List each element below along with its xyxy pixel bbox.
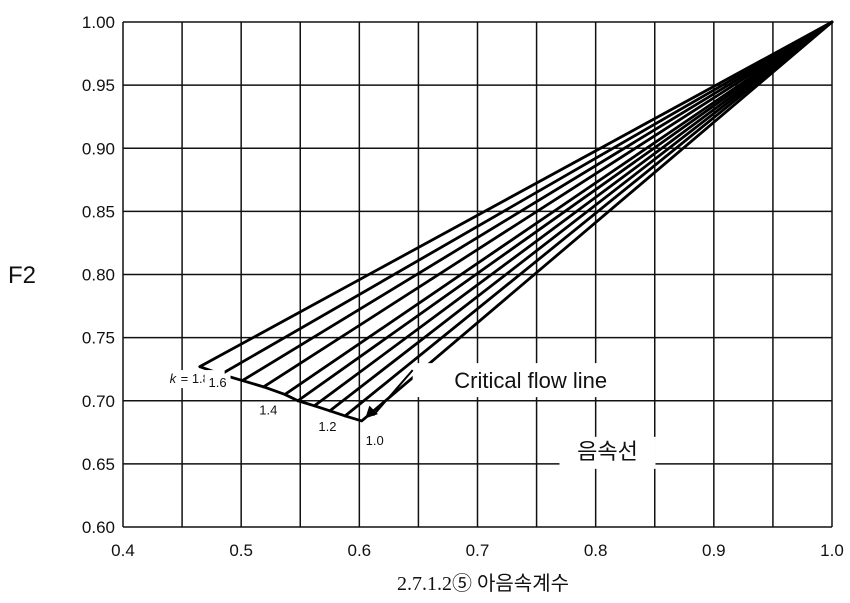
x-tick-label: 0.4 (111, 541, 135, 560)
k-label-bg (204, 373, 231, 391)
y-tick-label: 0.60 (82, 518, 115, 537)
x-tick-label: 0.8 (584, 541, 608, 560)
series-line (343, 20, 834, 418)
y-tick-label: 1.00 (82, 13, 115, 32)
tick-labels: 0.4 0.5 0.6 0.7 0.8 0.9 1.0 0.60 0.65 0.70 0.75 0.8… (82, 13, 844, 560)
figure-caption: 2.7.1.2⑤ 아음속계수 (397, 572, 569, 595)
arrow-head (365, 405, 378, 419)
annotations: Critical flow line 음속선 (365, 363, 656, 469)
annotation-bg (559, 436, 656, 469)
series-line (296, 20, 834, 403)
series-line (313, 20, 834, 408)
x-tick-label: 0.6 (348, 541, 372, 560)
y-axis-label: F2 (8, 262, 36, 289)
series-line (283, 20, 834, 396)
k-label: 1.0 (366, 433, 384, 448)
series-line (360, 20, 834, 423)
y-tick-label: 0.75 (82, 329, 115, 348)
series-line (219, 20, 834, 376)
x-tick-label: 0.5 (229, 541, 253, 560)
y-tick-label: 0.80 (82, 266, 115, 285)
series-lines (198, 20, 834, 423)
k-label: 1.4 (259, 403, 277, 418)
x-tick-label: 1.0 (820, 541, 844, 560)
annotation-arrow (372, 369, 414, 417)
y-tick-label: 0.85 (82, 202, 115, 221)
series-line (262, 20, 834, 389)
y-tick-label: 0.90 (82, 139, 115, 158)
k-label-bg (314, 418, 341, 436)
critical-flow-boundary (199, 365, 363, 423)
k-label-bg (361, 431, 388, 449)
k-labels: k = 1.81.6 1.4 1.2 1.0 (166, 370, 388, 449)
k-label: 1.6 (208, 375, 226, 390)
series-line (198, 20, 834, 369)
series-line (328, 20, 834, 413)
y-tick-label: 0.70 (82, 392, 115, 411)
k-label: 1.2 (318, 419, 336, 434)
y-tick-label: 0.95 (82, 76, 115, 95)
k-symbol: k (170, 371, 178, 386)
critical-flow-label: Critical flow line (454, 368, 607, 393)
x-tick-label: 0.9 (702, 541, 726, 560)
series-line (240, 20, 834, 382)
k-label: = 1.8 (181, 371, 210, 386)
x-tick-label: 0.7 (466, 541, 490, 560)
sonic-line-label: 음속선 (577, 439, 638, 464)
y-tick-label: 0.65 (82, 455, 115, 474)
k-label-bg (255, 401, 282, 419)
annotation-bg (412, 363, 649, 398)
